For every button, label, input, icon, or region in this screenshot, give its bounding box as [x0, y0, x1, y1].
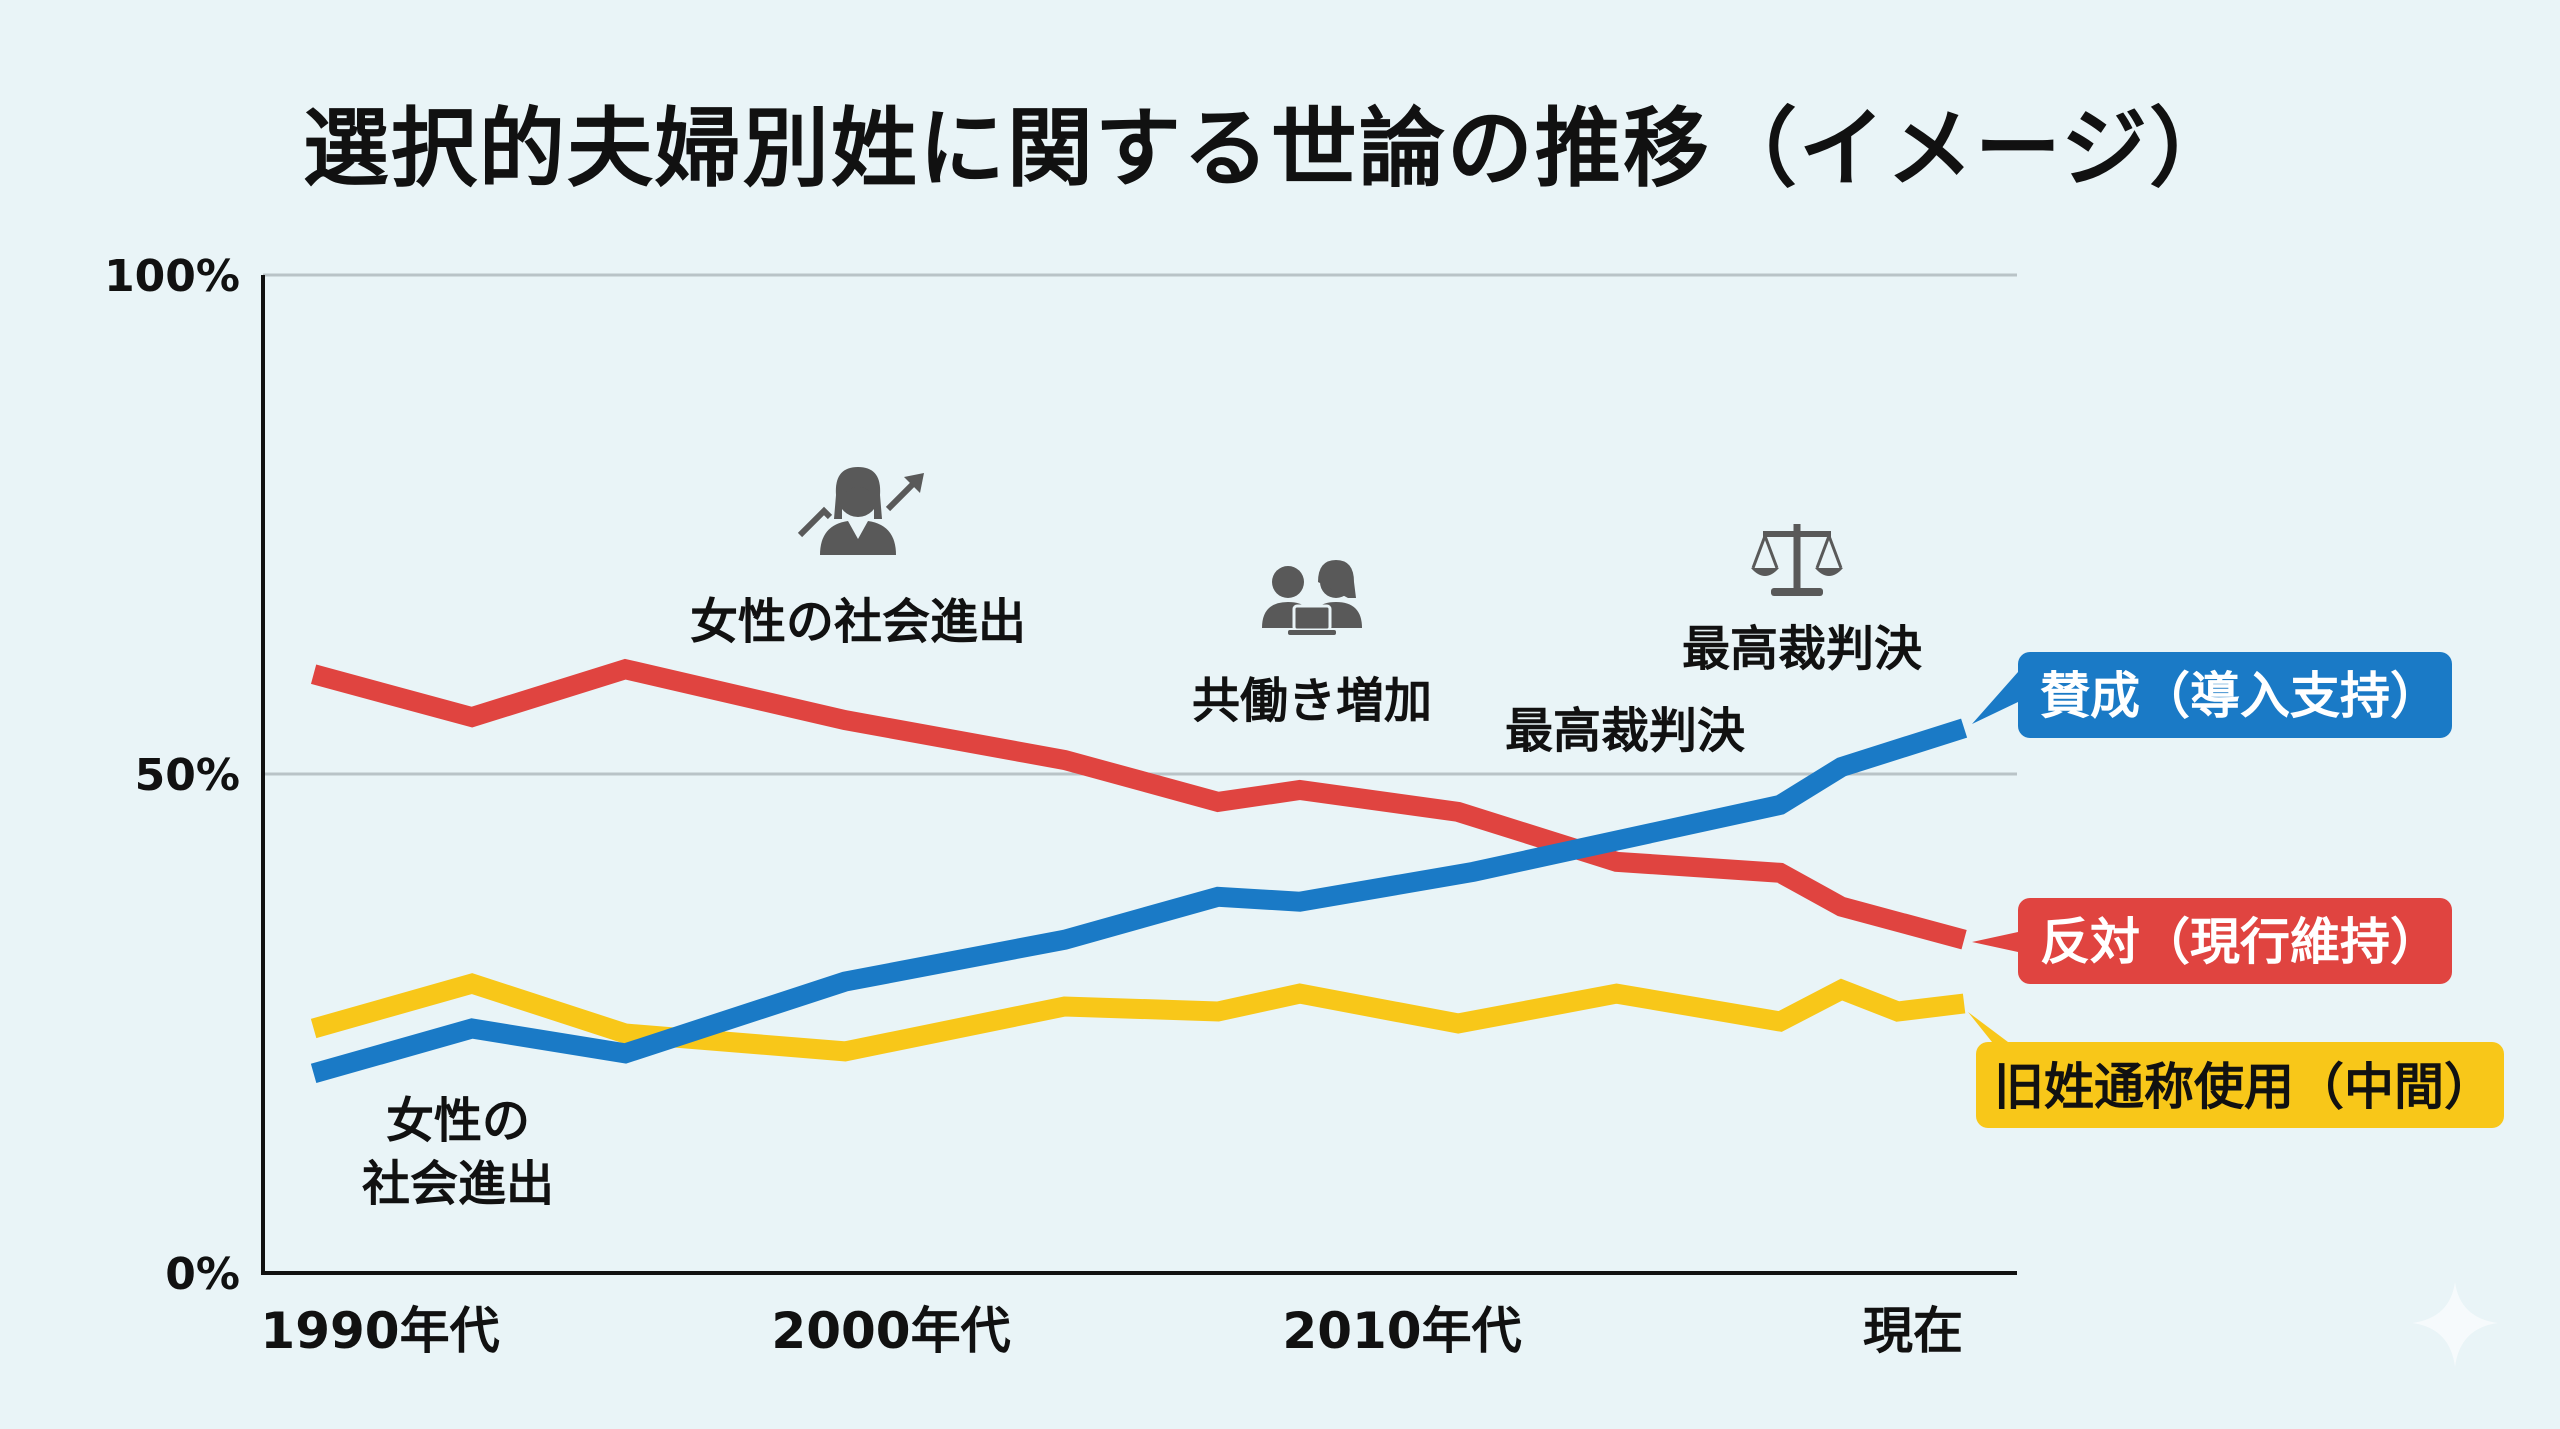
- callout-maiden-name: 旧姓通称使用（中間）: [1968, 1012, 2504, 1128]
- sparkle-icon: [2412, 1282, 2498, 1367]
- annotation-dual-income-increase: 共働き増加: [1192, 560, 1432, 729]
- annotation-label-line-2: 社会進出: [362, 1156, 554, 1212]
- y-tick-label: 0%: [165, 1249, 240, 1300]
- y-tick-labels: 100% 50% 0%: [104, 251, 240, 1300]
- callout-oppose-label: 反対（現行維持）: [2040, 913, 2440, 971]
- series-line-0: [310, 718, 1968, 1084]
- annotation-label: 最高裁判決: [1682, 621, 1922, 677]
- annotation-supreme-court-ruling-2: 最高裁判決: [1505, 703, 1745, 759]
- callout-support-label: 賛成（導入支持）: [2040, 667, 2440, 725]
- annotation-women-social-advance: 女性の社会進出: [690, 467, 1026, 650]
- annotation-label: 共働き増加: [1192, 673, 1432, 729]
- callout-oppose: 反対（現行維持）: [1972, 898, 2452, 984]
- annotation-label: 最高裁判決: [1505, 703, 1745, 759]
- y-tick-label: 50%: [135, 750, 240, 801]
- x-tick-label: 現在: [1863, 1302, 1963, 1360]
- annotation-label: 女性の社会進出: [690, 594, 1026, 650]
- callout-maiden-name-label: 旧姓通称使用（中間）: [1994, 1058, 2494, 1116]
- axes: [261, 275, 2017, 1275]
- annotation-supreme-court-ruling: 最高裁判決: [1682, 524, 1922, 677]
- callout-support-box: [1972, 652, 2452, 738]
- y-tick-label: 100%: [104, 251, 240, 302]
- annotation-women-social-advance-2: 女性の 社会進出: [362, 1093, 554, 1212]
- chart-title: 選択的夫婦別姓に関する世論の推移（イメージ）: [302, 99, 2238, 199]
- x-tick-labels: 1990年代 2000年代 2010年代 現在: [260, 1302, 1963, 1360]
- x-tick-label: 2010年代: [1282, 1302, 1521, 1360]
- callout-oppose-box: [1972, 898, 2452, 984]
- x-tick-label: 1990年代: [260, 1302, 499, 1360]
- series-lines: [310, 658, 1968, 1084]
- series-line-1: [310, 658, 1967, 950]
- callout-support: 賛成（導入支持）: [1972, 652, 2452, 738]
- x-tick-label: 2000年代: [771, 1302, 1010, 1360]
- series-line-2: [310, 973, 1966, 1062]
- scales-of-justice-icon: [1751, 524, 1843, 596]
- working-couple-laptop-icon: [1262, 560, 1362, 635]
- businesswoman-growth-icon: [797, 467, 924, 555]
- annotation-label-line-1: 女性の: [386, 1093, 530, 1149]
- callout-maiden-name-box: [1968, 1012, 2504, 1128]
